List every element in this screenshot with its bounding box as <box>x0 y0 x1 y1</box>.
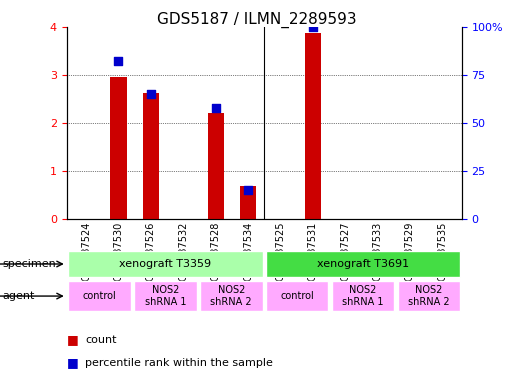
Text: control: control <box>280 291 314 301</box>
Bar <box>134 281 196 311</box>
Bar <box>68 251 263 277</box>
Bar <box>200 281 263 311</box>
Point <box>147 91 155 97</box>
Bar <box>332 281 394 311</box>
Text: NOS2
shRNA 1: NOS2 shRNA 1 <box>342 285 384 307</box>
Bar <box>208 113 224 219</box>
Text: NOS2
shRNA 1: NOS2 shRNA 1 <box>145 285 186 307</box>
Point <box>309 24 317 30</box>
Bar <box>110 77 127 219</box>
Text: agent: agent <box>3 291 35 301</box>
Text: NOS2
shRNA 2: NOS2 shRNA 2 <box>210 285 252 307</box>
Bar <box>266 251 460 277</box>
Point <box>211 104 220 111</box>
Bar <box>305 33 321 219</box>
Text: NOS2
shRNA 2: NOS2 shRNA 2 <box>408 285 449 307</box>
Text: specimen: specimen <box>3 259 56 269</box>
Text: control: control <box>83 291 116 301</box>
Point <box>114 58 123 65</box>
Text: percentile rank within the sample: percentile rank within the sample <box>85 358 273 368</box>
Text: ■: ■ <box>67 356 78 369</box>
Text: ■: ■ <box>67 333 78 346</box>
Bar <box>266 281 328 311</box>
Bar <box>143 93 159 219</box>
Bar <box>398 281 460 311</box>
Point <box>244 187 252 193</box>
Text: GDS5187 / ILMN_2289593: GDS5187 / ILMN_2289593 <box>156 12 357 28</box>
Text: xenograft T3359: xenograft T3359 <box>120 259 211 269</box>
Text: xenograft T3691: xenograft T3691 <box>317 259 409 269</box>
Text: count: count <box>85 335 116 345</box>
Bar <box>68 281 131 311</box>
Bar <box>240 186 256 219</box>
